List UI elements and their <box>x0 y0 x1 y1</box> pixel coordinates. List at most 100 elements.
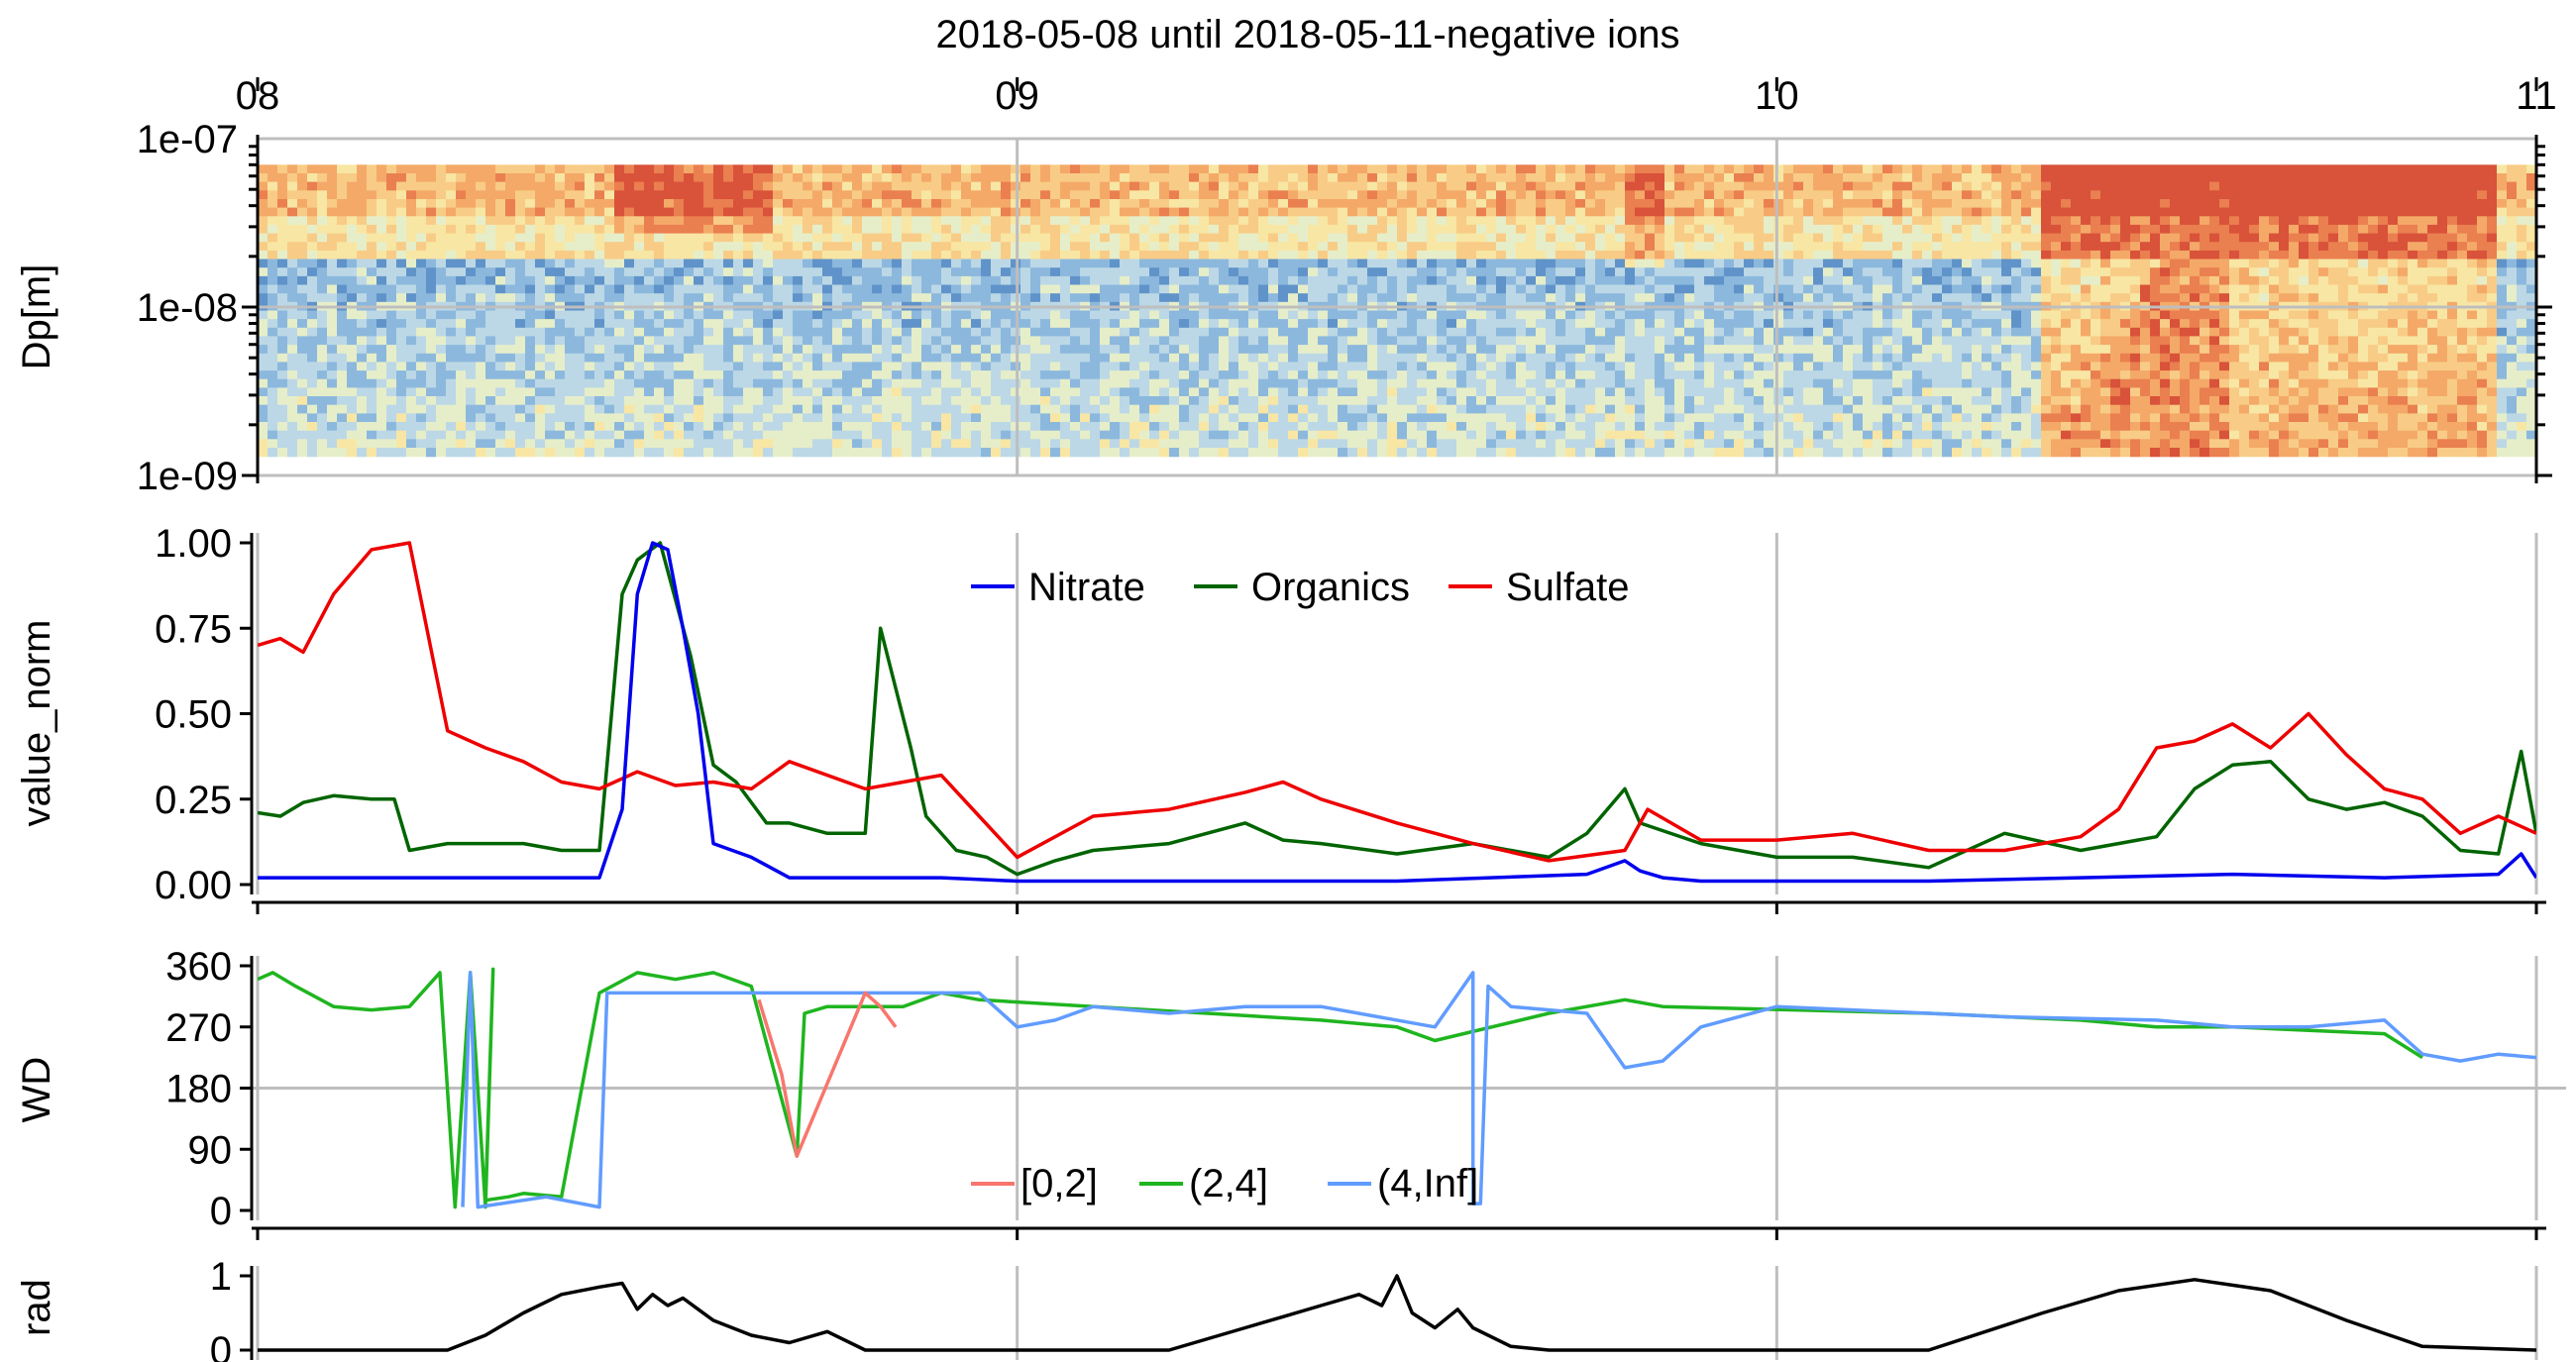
heatmap-cell <box>1110 242 1121 252</box>
heatmap-cell <box>1655 345 1665 355</box>
heatmap-cell <box>505 345 516 355</box>
heatmap-cell <box>1377 190 1388 200</box>
heatmap-cell <box>1447 345 1457 355</box>
heatmap-cell <box>1060 284 1071 294</box>
heatmap-cell <box>1516 413 1527 423</box>
heatmap-cell <box>971 173 982 183</box>
heatmap-cell <box>644 242 655 252</box>
heatmap-cell <box>1248 259 1259 268</box>
heatmap-cell <box>307 259 318 268</box>
heatmap-cell <box>941 430 952 440</box>
heatmap-cell <box>1556 396 1566 406</box>
heatmap-cell <box>654 345 665 355</box>
heatmap-cell <box>357 190 368 200</box>
heatmap-cell <box>456 310 467 320</box>
heatmap-cell <box>1585 362 1596 371</box>
heatmap-cell <box>1308 345 1319 355</box>
heatmap-cell <box>1427 345 1438 355</box>
heatmap-cell <box>614 250 625 261</box>
heatmap-cell <box>456 275 467 286</box>
heatmap-cell <box>1040 250 1051 261</box>
heatmap-cell <box>1318 224 1329 235</box>
heatmap-cell <box>1040 173 1051 183</box>
heatmap-cell <box>971 336 982 346</box>
heatmap-cell <box>981 310 992 320</box>
heatmap-cell <box>1189 207 1200 217</box>
heatmap-cell <box>307 233 318 243</box>
heatmap-cell <box>921 448 932 458</box>
heatmap-cell <box>436 224 447 235</box>
heatmap-cell <box>1387 404 1398 414</box>
heatmap-cell <box>921 430 932 440</box>
heatmap-cell <box>872 387 883 397</box>
heatmap-cell <box>1001 190 1012 200</box>
heatmap-cell <box>1595 362 1606 371</box>
heatmap-cell <box>812 250 823 261</box>
heatmap-cell <box>466 310 477 320</box>
heatmap-cell <box>446 439 457 449</box>
heatmap-cell <box>277 199 288 209</box>
heatmap-cell <box>812 173 823 183</box>
heatmap-cell <box>515 439 526 449</box>
heatmap-cell <box>1704 267 1715 277</box>
heatmap-cell <box>1258 439 1269 449</box>
heatmap-cell <box>456 293 467 303</box>
heatmap-cell <box>634 216 645 226</box>
heatmap-cell <box>1248 370 1259 380</box>
heatmap-cell <box>664 216 675 226</box>
heatmap-cell <box>416 327 427 338</box>
heatmap-cell <box>1447 242 1457 252</box>
heatmap-cell <box>485 422 496 432</box>
heatmap-cell <box>476 216 486 226</box>
heatmap-cell <box>1189 345 1200 355</box>
heatmap-cell <box>803 216 813 226</box>
heatmap-cell <box>1338 353 1348 364</box>
heatmap-cell <box>1129 413 1140 423</box>
heatmap-cell <box>644 164 655 174</box>
heatmap-cell <box>327 370 338 380</box>
heatmap-cell <box>1070 216 1081 226</box>
heatmap-cell <box>842 413 853 423</box>
heatmap-cell <box>297 224 308 235</box>
heatmap-cell <box>872 327 883 338</box>
heatmap-cell <box>396 439 407 449</box>
heatmap-cell <box>1328 216 1339 226</box>
heatmap-cell <box>307 430 318 440</box>
heatmap-cell <box>902 190 912 200</box>
heatmap-cell <box>1328 413 1339 423</box>
heatmap-cell <box>783 199 794 209</box>
heatmap-cell <box>812 216 823 226</box>
heatmap-cell <box>1456 293 1467 303</box>
heatmap-cell <box>545 242 556 252</box>
heatmap-cell <box>287 267 298 277</box>
heatmap-cell <box>1427 430 1438 440</box>
heatmap-cell <box>1100 267 1111 277</box>
heatmap-cell <box>1258 327 1269 338</box>
heatmap-cell <box>812 336 823 346</box>
heatmap-cell <box>535 319 546 329</box>
heatmap-cell <box>713 293 724 303</box>
heatmap-cell <box>337 396 348 406</box>
heatmap-cell <box>376 293 387 303</box>
heatmap-cell <box>1704 387 1715 397</box>
heatmap-cell <box>1684 181 1695 191</box>
heatmap-cell <box>268 439 278 449</box>
heatmap-cell <box>1397 327 1408 338</box>
heatmap-cell <box>1001 353 1012 364</box>
heatmap-cell <box>1338 413 1348 423</box>
heatmap-cell <box>1387 242 1398 252</box>
heatmap-cell <box>713 370 724 380</box>
heatmap-cell <box>753 353 764 364</box>
heatmap-cell <box>436 362 447 371</box>
heatmap-cell <box>803 430 813 440</box>
heatmap-cell <box>406 275 417 286</box>
heatmap-cell <box>842 387 853 397</box>
heatmap-cell <box>1625 199 1636 209</box>
heatmap-cell <box>287 319 298 329</box>
heatmap-cell <box>446 267 457 277</box>
heatmap-cell <box>1318 362 1329 371</box>
heatmap-cell <box>1090 439 1101 449</box>
heatmap-cell <box>327 173 338 183</box>
heatmap-cell <box>1684 327 1695 338</box>
heatmap-cell <box>1229 233 1239 243</box>
